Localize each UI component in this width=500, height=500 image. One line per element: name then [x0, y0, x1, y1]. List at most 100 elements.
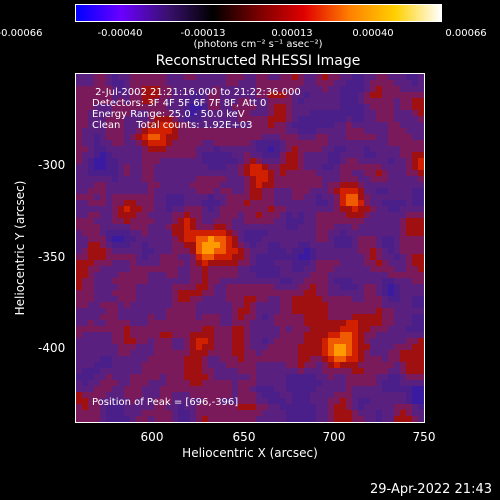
image-pixel: [298, 308, 305, 315]
image-pixel: [172, 176, 179, 183]
image-pixel: [376, 116, 383, 123]
image-pixel: [226, 104, 233, 111]
image-pixel: [364, 218, 371, 225]
image-pixel: [322, 200, 329, 207]
image-pixel: [256, 158, 263, 165]
image-pixel: [136, 122, 143, 129]
image-pixel: [196, 284, 203, 291]
rhessi-image-pixels: [76, 74, 424, 422]
image-pixel: [406, 338, 413, 345]
image-pixel: [358, 284, 365, 291]
image-pixel: [322, 398, 329, 405]
image-pixel: [346, 146, 353, 153]
image-pixel: [238, 158, 245, 165]
image-pixel: [172, 158, 179, 165]
image-pixel: [100, 170, 107, 177]
image-pixel: [304, 296, 311, 303]
image-pixel: [100, 116, 107, 123]
image-pixel: [226, 248, 233, 255]
image-pixel: [190, 260, 197, 267]
image-pixel: [154, 248, 161, 255]
image-pixel: [358, 296, 365, 303]
image-pixel: [100, 410, 107, 417]
image-pixel: [142, 398, 149, 405]
image-pixel: [412, 326, 419, 333]
image-pixel: [400, 254, 407, 261]
image-pixel: [292, 302, 299, 309]
image-pixel: [154, 188, 161, 195]
image-pixel: [370, 362, 377, 369]
image-pixel: [100, 380, 107, 387]
image-pixel: [166, 332, 173, 339]
image-pixel: [190, 86, 197, 93]
image-pixel: [244, 404, 251, 411]
image-pixel: [244, 290, 251, 297]
image-pixel: [292, 380, 299, 387]
image-pixel: [382, 386, 389, 393]
image-pixel: [250, 134, 257, 141]
image-pixel: [280, 326, 287, 333]
image-pixel: [136, 338, 143, 345]
image-pixel: [340, 356, 347, 363]
image-pixel: [94, 104, 101, 111]
image-pixel: [322, 338, 329, 345]
image-pixel: [214, 254, 221, 261]
image-pixel: [238, 188, 245, 195]
image-pixel: [346, 86, 353, 93]
image-pixel: [298, 326, 305, 333]
image-pixel: [340, 374, 347, 381]
image-pixel: [274, 332, 281, 339]
image-pixel: [322, 332, 329, 339]
image-pixel: [94, 398, 101, 405]
image-pixel: [190, 410, 197, 417]
image-pixel: [364, 272, 371, 279]
image-pixel: [190, 356, 197, 363]
image-pixel: [346, 218, 353, 225]
image-pixel: [82, 290, 89, 297]
image-pixel: [94, 284, 101, 291]
image-pixel: [196, 248, 203, 255]
image-pixel: [220, 152, 227, 159]
image-pixel: [100, 152, 107, 159]
image-pixel: [244, 236, 251, 243]
image-pixel: [148, 242, 155, 249]
image-pixel: [400, 398, 407, 405]
image-pixel: [202, 134, 209, 141]
image-pixel: [142, 206, 149, 213]
image-pixel: [388, 350, 395, 357]
image-pixel: [208, 386, 215, 393]
image-pixel: [394, 224, 401, 231]
image-pixel: [136, 266, 143, 273]
image-pixel: [304, 158, 311, 165]
image-pixel: [160, 344, 167, 351]
image-pixel: [148, 356, 155, 363]
image-pixel: [382, 338, 389, 345]
image-pixel: [358, 170, 365, 177]
image-pixel: [280, 164, 287, 171]
image-pixel: [304, 188, 311, 195]
image-pixel: [382, 278, 389, 285]
image-pixel: [160, 404, 167, 411]
image-pixel: [292, 266, 299, 273]
image-pixel: [214, 344, 221, 351]
image-pixel: [256, 236, 263, 243]
image-pixel: [184, 374, 191, 381]
image-pixel: [226, 392, 233, 399]
image-pixel: [142, 338, 149, 345]
image-pixel: [112, 320, 119, 327]
image-pixel: [256, 194, 263, 201]
image-pixel: [214, 338, 221, 345]
image-pixel: [304, 80, 311, 87]
image-pixel: [382, 266, 389, 273]
image-pixel: [322, 170, 329, 177]
image-pixel: [340, 176, 347, 183]
image-pixel: [262, 188, 269, 195]
image-pixel: [178, 224, 185, 231]
image-pixel: [400, 140, 407, 147]
image-pixel: [202, 158, 209, 165]
image-pixel: [376, 362, 383, 369]
image-pixel: [226, 206, 233, 213]
image-pixel: [358, 164, 365, 171]
image-pixel: [334, 182, 341, 189]
image-pixel: [118, 92, 125, 99]
